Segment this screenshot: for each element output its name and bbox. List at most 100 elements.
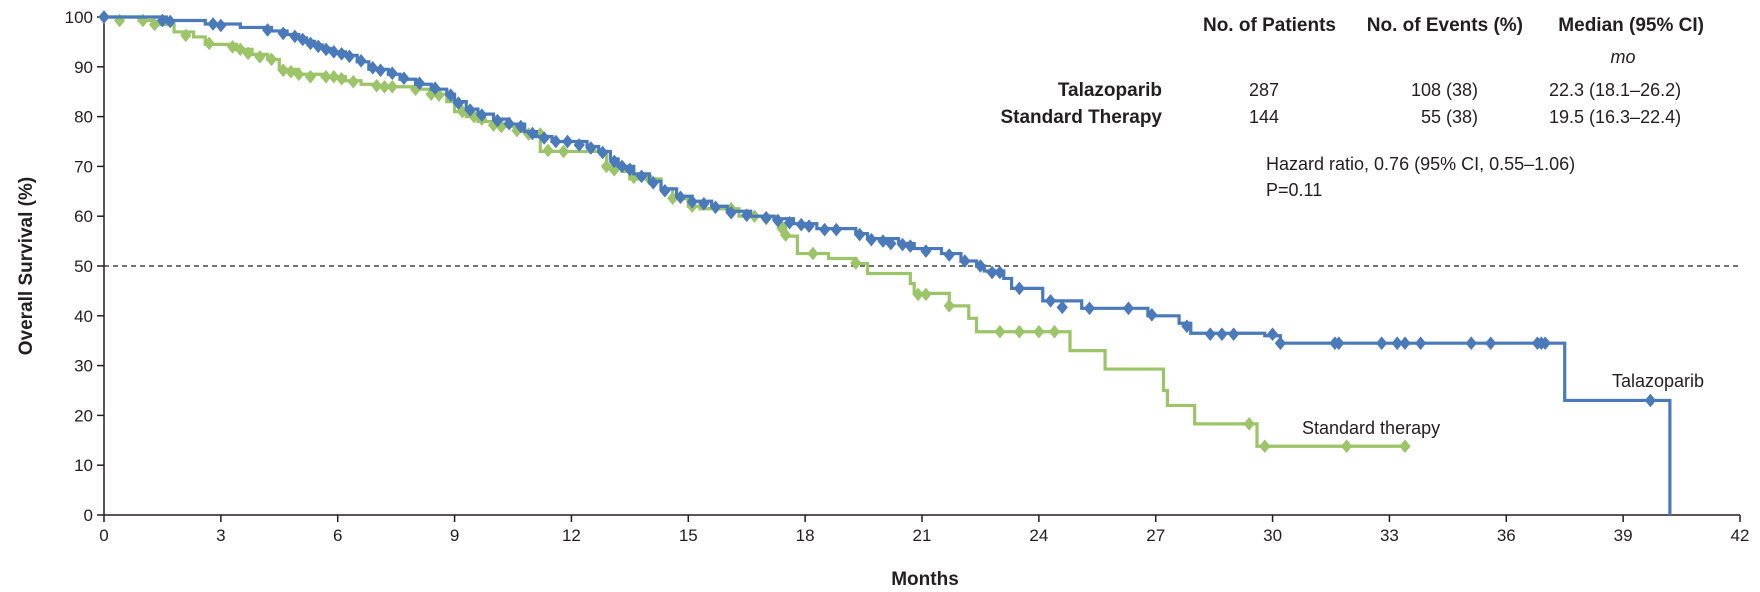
censor-marker <box>320 42 332 57</box>
x-tick-label: 0 <box>99 526 108 545</box>
header-median: Median (95% CI) <box>1558 15 1704 36</box>
y-tick-label: 10 <box>74 456 93 475</box>
censor-marker <box>783 215 796 230</box>
censor-marker <box>850 256 862 270</box>
censor-marker <box>585 141 597 155</box>
censor-marker <box>234 42 246 57</box>
row-events-talazoparib: 108 (38) <box>1411 80 1478 100</box>
y-tick-label: 50 <box>74 257 93 276</box>
censor-marker <box>795 217 807 232</box>
censor-marker <box>320 69 332 84</box>
censor-marker <box>1333 336 1345 351</box>
censor-marker <box>207 17 219 31</box>
censor-marker <box>293 67 305 82</box>
censor-marker <box>503 116 515 131</box>
header-patients: No. of Patients <box>1203 15 1336 36</box>
censor-marker <box>877 234 889 248</box>
p-value: P=0.11 <box>1266 180 1322 200</box>
censor-marker <box>328 69 340 84</box>
y-tick-label: 40 <box>74 307 93 326</box>
row-patients-talazoparib: 287 <box>1249 80 1279 100</box>
censor-marker <box>635 169 648 184</box>
x-axis-title: Months <box>891 569 959 590</box>
censor-marker <box>741 208 753 223</box>
censor-marker <box>920 287 932 302</box>
censor-marker <box>374 63 387 78</box>
x-tick-label: 9 <box>450 526 459 545</box>
row-median-standard-therapy: 19.5 (16.3–22.4) <box>1549 107 1681 127</box>
censor-marker <box>277 63 289 78</box>
censor-marker <box>1048 324 1061 339</box>
censor-marker <box>986 265 998 280</box>
y-tick-label: 30 <box>74 357 93 376</box>
censor-marker <box>242 46 254 61</box>
censor-marker <box>355 53 367 68</box>
censor-marker <box>98 10 110 24</box>
y-tick-label: 100 <box>65 8 93 27</box>
censor-marker <box>148 17 161 32</box>
censor-marker <box>277 26 289 41</box>
censor-marker <box>943 298 955 313</box>
censor-marker <box>803 219 815 234</box>
hazard-ratio: Hazard ratio, 0.76 (95% CI, 0.55–1.06) <box>1266 154 1575 174</box>
x-tick-label: 24 <box>1029 526 1048 545</box>
censor-marker <box>1056 300 1068 315</box>
censor-marker <box>1465 336 1477 351</box>
censor-marker <box>659 183 671 198</box>
censor-marker <box>254 49 266 64</box>
censor-marker <box>285 64 297 79</box>
censor-marker <box>452 96 465 111</box>
x-tick-label: 36 <box>1497 526 1516 545</box>
censor-marker <box>328 44 340 59</box>
series-layer <box>98 10 1672 515</box>
censor-marker <box>1266 327 1279 342</box>
censor-marker <box>772 213 784 228</box>
row-patients-standard-therapy: 144 <box>1249 107 1279 127</box>
censor-marker <box>413 76 426 91</box>
row-events-standard-therapy: 55 (38) <box>1421 107 1478 127</box>
censor-marker <box>542 143 554 158</box>
censor-marker <box>912 287 924 302</box>
y-tick-label: 20 <box>74 406 93 425</box>
censor-marker <box>854 227 866 242</box>
censor-marker <box>674 190 687 205</box>
censor-marker <box>1375 336 1388 351</box>
x-tick-label: 3 <box>216 526 225 545</box>
censor-marker <box>818 222 831 237</box>
censor-marker <box>1539 336 1551 351</box>
censor-marker <box>686 194 698 209</box>
censor-marker <box>367 60 379 75</box>
x-tick-label: 6 <box>333 526 342 545</box>
censor-marker <box>1399 439 1411 454</box>
censor-marker <box>557 144 570 159</box>
series-label-talazoparib: Talazoparib <box>1612 371 1704 391</box>
x-tick-label: 30 <box>1263 526 1282 545</box>
x-tick-label: 18 <box>796 526 815 545</box>
censor-marker <box>1485 336 1497 351</box>
censor-marker <box>343 49 356 64</box>
x-tick-label: 42 <box>1731 526 1750 545</box>
censor-marker <box>725 205 737 220</box>
series-label-standard-therapy: Standard therapy <box>1302 418 1440 438</box>
censor-marker <box>371 78 383 93</box>
censor-marker <box>164 14 176 29</box>
censor-marker <box>624 162 636 177</box>
censor-marker <box>974 259 987 273</box>
header-median-unit: mo <box>1610 47 1635 67</box>
y-tick-label: 90 <box>74 58 93 77</box>
censor-marker <box>550 134 562 149</box>
y-axis-title: Overall Survival (%) <box>16 177 37 355</box>
censor-marker <box>1013 281 1026 296</box>
x-tick-label: 21 <box>913 526 932 545</box>
censor-marker <box>1122 301 1135 316</box>
censor-marker <box>429 81 441 96</box>
censor-marker <box>1243 416 1255 431</box>
row-name-talazoparib: Talazoparib <box>1058 80 1162 101</box>
censor-marker <box>1216 327 1228 342</box>
censor-marker <box>1399 336 1411 351</box>
series-standard-therapy <box>98 10 1411 454</box>
censor-marker <box>600 159 613 174</box>
censor-marker <box>386 79 398 94</box>
censor-marker <box>203 36 215 51</box>
